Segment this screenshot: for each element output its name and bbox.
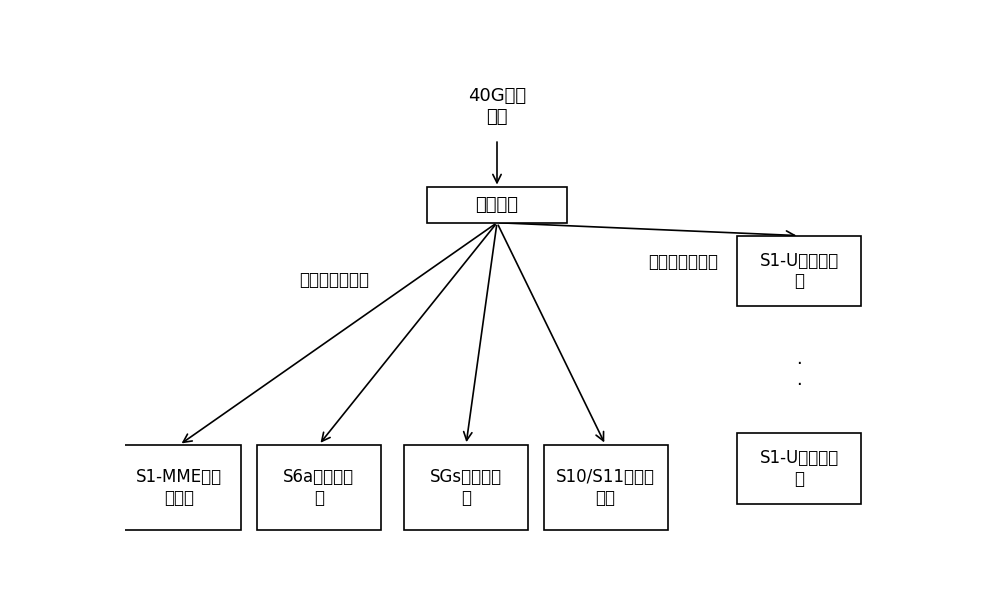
- Bar: [737, 433, 861, 504]
- Bar: [257, 445, 381, 530]
- Text: S1-MME信令
处理板: S1-MME信令 处理板: [136, 468, 222, 507]
- Text: .
.: . .: [796, 350, 802, 389]
- Text: S10/S11信令处
理板: S10/S11信令处 理板: [556, 468, 655, 507]
- Text: 40G光纤
接入: 40G光纤 接入: [468, 87, 526, 126]
- Text: 分流设备: 分流设备: [476, 196, 518, 214]
- Bar: [117, 445, 241, 530]
- Bar: [544, 445, 668, 530]
- Text: 按类型进行分流: 按类型进行分流: [299, 271, 369, 290]
- Text: S1-U业务处理
板: S1-U业务处理 板: [760, 252, 839, 290]
- Bar: [427, 188, 567, 222]
- Text: S1-U业务处理
板: S1-U业务处理 板: [760, 449, 839, 488]
- Text: S6a信令处理
板: S6a信令处理 板: [283, 468, 354, 507]
- Bar: [737, 236, 861, 306]
- Text: SGs信令处理
板: SGs信令处理 板: [430, 468, 502, 507]
- Bar: [404, 445, 528, 530]
- Text: 按用户进行分流: 按用户进行分流: [648, 252, 718, 271]
